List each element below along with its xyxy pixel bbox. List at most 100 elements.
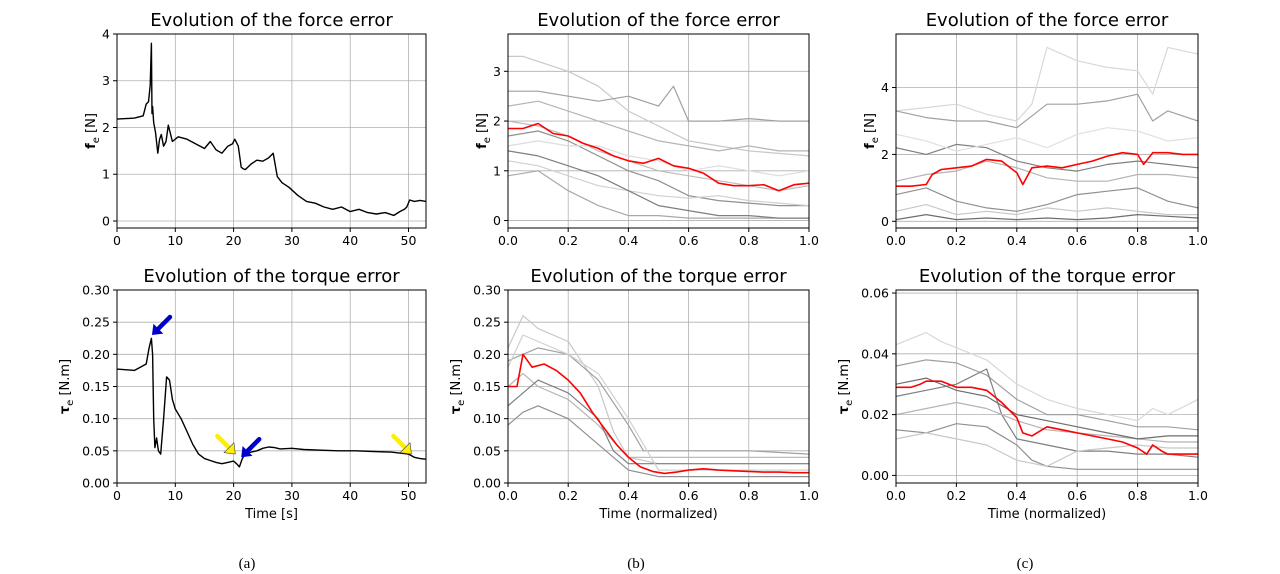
series-line (896, 359, 1198, 431)
series-line (508, 170, 809, 219)
y-tick-label: 0.15 (473, 379, 501, 394)
x-tick-label: 0.8 (739, 233, 759, 248)
x-tick-label: 0.2 (558, 233, 578, 248)
series-line (896, 380, 1198, 455)
chart-c-force: 0.0 0.2 0.4 0.6 0.8 1.0 0 2 4 Evolution of the fo… (863, 10, 1208, 248)
series-line (508, 315, 809, 465)
panel-label-a: (a) (239, 556, 256, 572)
y-tick-label: 0.05 (473, 443, 501, 458)
series-line (508, 150, 809, 219)
y-tick-label: 0.02 (861, 407, 889, 422)
series-group (896, 332, 1198, 470)
chart-b-torque: 0.0 0.2 0.4 0.6 0.8 1.0 0.00 0.05 0.10 0.15 0.20 0.… (449, 266, 819, 522)
y-tick-label: 3 (102, 73, 110, 88)
x-tick-label: 10 (167, 233, 183, 248)
series-group (508, 315, 809, 478)
series-line (896, 143, 1198, 172)
y-tick-label: 0.20 (473, 347, 501, 362)
x-tick-label: 50 (401, 488, 417, 503)
series-line (508, 130, 809, 207)
annotation-arrow (215, 433, 236, 455)
series-line (896, 46, 1198, 122)
y-tick-label: 0.10 (82, 411, 110, 426)
y-tick-label: 0.04 (861, 346, 889, 361)
plot-frame (507, 33, 810, 229)
series-line (896, 151, 1198, 187)
y-tick-label: 1 (493, 163, 501, 178)
y-axis-label: τe [N.m] (449, 359, 467, 414)
x-tick-label: 10 (167, 488, 183, 503)
y-tick-label: 0.25 (82, 315, 110, 330)
y-tick-label: 0.15 (82, 379, 110, 394)
panel-label-b: (b) (627, 556, 645, 572)
y-tick-label: 0.30 (473, 283, 501, 298)
y-tick-label: 0 (881, 214, 889, 229)
series-line (117, 337, 426, 468)
x-tick-label: 0.8 (739, 488, 759, 503)
series-line (896, 93, 1198, 129)
x-tick-label: 1.0 (799, 233, 819, 248)
series-line (117, 42, 426, 217)
y-tick-label: 2 (493, 114, 501, 129)
chart-title: Evolution of the torque error (919, 266, 1176, 287)
x-tick-label: 0.6 (679, 233, 699, 248)
y-tick-label: 4 (881, 80, 889, 95)
series-line (508, 379, 809, 465)
y-tick-label: 0.25 (473, 315, 501, 330)
y-axis-label: fe [N] (475, 113, 493, 149)
series-line (508, 405, 809, 478)
y-tick-label: 0.00 (861, 468, 889, 483)
series-line (508, 160, 809, 207)
series-line (508, 122, 809, 192)
plot-frame (895, 289, 1199, 484)
annotation-arrow (151, 314, 173, 336)
x-tick-label: 0.4 (1007, 233, 1027, 248)
y-tick-label: 0.06 (861, 286, 889, 301)
y-tick-label: 0 (493, 213, 501, 228)
x-axis-label: Time (normalized) (598, 507, 717, 522)
series-group (117, 42, 426, 217)
annotation-arrow (241, 437, 262, 458)
x-tick-label: 0.0 (498, 233, 518, 248)
chart-b-force: 0.0 0.2 0.4 0.6 0.8 1.0 0 1 2 3 Evolution of the f… (475, 10, 819, 248)
grid (116, 289, 426, 484)
y-tick-label: 3 (493, 64, 501, 79)
y-axis-label: fe [N] (84, 113, 102, 149)
chart-a-force: 0 10 20 30 40 50 0 1 2 3 4 Evolution of the force e… (84, 10, 427, 248)
y-tick-label: 0.05 (82, 443, 110, 458)
series-line (508, 140, 809, 177)
y-axis-label: fe [N] (863, 113, 881, 149)
series-line (508, 334, 809, 471)
series-group (508, 55, 809, 219)
series-line (508, 100, 809, 152)
x-tick-label: 0.8 (1128, 233, 1148, 248)
x-tick-label: 1.0 (799, 488, 819, 503)
series-line (896, 368, 1198, 458)
x-tick-label: 0.2 (946, 233, 966, 248)
y-tick-label: 0 (102, 213, 110, 228)
x-tick-label: 0.6 (1067, 488, 1087, 503)
y-tick-label: 2 (881, 147, 889, 162)
chart-title: Evolution of the force error (150, 10, 393, 31)
series-line (508, 347, 809, 455)
y-tick-label: 2 (102, 120, 110, 135)
x-tick-label: 0.4 (618, 233, 638, 248)
chart-title: Evolution of the force error (537, 10, 780, 31)
x-tick-label: 30 (284, 488, 300, 503)
series-line (896, 204, 1198, 216)
x-axis-label: Time [s] (244, 507, 298, 522)
x-tick-label: 20 (226, 233, 242, 248)
panel-label-c: (c) (1017, 556, 1034, 572)
x-tick-label: 0 (113, 233, 121, 248)
x-tick-label: 0.2 (558, 488, 578, 503)
x-tick-label: 40 (342, 488, 358, 503)
grid (895, 34, 1199, 228)
series-line (896, 214, 1198, 221)
x-tick-label: 0.8 (1128, 488, 1148, 503)
series-line (508, 120, 809, 192)
y-tick-label: 0.30 (82, 283, 110, 298)
chart-a-torque: 0 10 20 30 40 50 0.00 0.05 0.10 0.15 0.20 0.25 0.30 E… (58, 266, 427, 522)
series-line (896, 332, 1198, 422)
x-tick-label: 0.4 (1007, 488, 1027, 503)
chart-title: Evolution of the torque error (143, 266, 400, 287)
